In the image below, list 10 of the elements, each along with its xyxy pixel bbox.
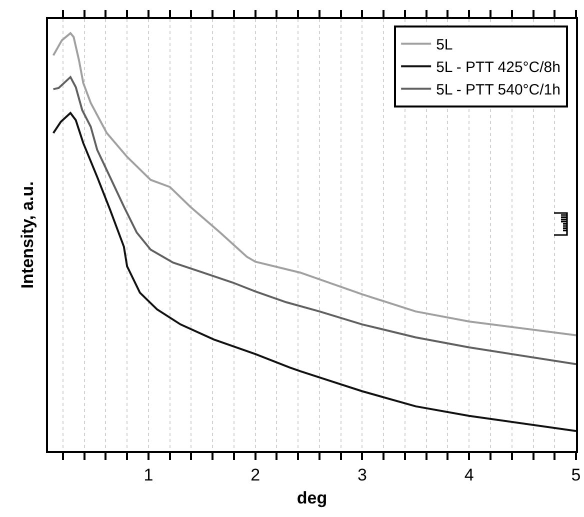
x-tick-label: 4	[464, 465, 474, 484]
x-axis-title: deg	[296, 488, 328, 508]
legend-label: 5L - PTT 540°C/1h	[436, 82, 560, 99]
x-tick-label: 5	[571, 465, 581, 484]
legend-label: 5L	[436, 36, 453, 54]
x-tick-label: 3	[357, 465, 367, 484]
y-axis-title: Intensity, a.u.	[18, 181, 38, 289]
x-tick-label: 1	[144, 465, 154, 484]
legend-label: 5L - PTT 425°C/8h	[436, 59, 560, 76]
x-tick-label: 2	[250, 465, 260, 484]
